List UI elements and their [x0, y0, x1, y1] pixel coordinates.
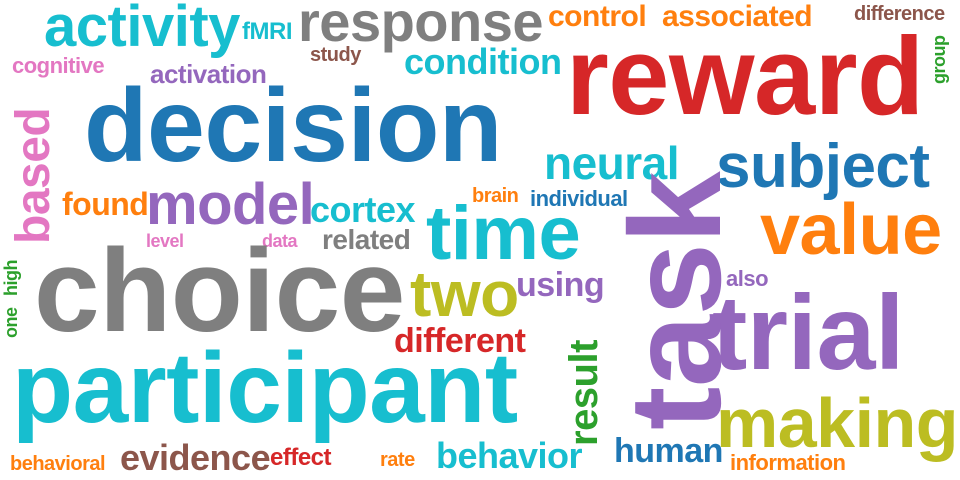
word-decision: decision: [84, 68, 502, 184]
word-effect: effect: [270, 444, 332, 471]
word-activity: activity: [44, 0, 240, 59]
word-high: high: [1, 260, 21, 296]
word-different: different: [394, 322, 526, 360]
word-rate: rate: [380, 449, 415, 471]
word-value: value: [760, 190, 942, 270]
word-group: group: [929, 35, 949, 85]
word-time: time: [426, 191, 581, 276]
word-behavior: behavior: [436, 435, 583, 476]
word-related: related: [322, 224, 411, 255]
word-behavioral: behavioral: [10, 453, 106, 475]
word-condition: condition: [404, 41, 562, 82]
word-model: model: [146, 172, 315, 237]
word-human: human: [614, 432, 723, 470]
word-cognitive: cognitive: [12, 53, 105, 78]
word-trial: trial: [712, 274, 904, 392]
word-subject: subject: [716, 132, 930, 201]
word-brain: brain: [472, 185, 519, 207]
word-difference: difference: [854, 3, 945, 25]
word-cortex: cortex: [310, 189, 416, 230]
word-response: response: [298, 0, 544, 53]
word-information: information: [730, 450, 846, 475]
word-individual: individual: [530, 186, 628, 211]
word-participant: participant: [12, 332, 518, 444]
word-making: making: [716, 384, 959, 462]
word-also: also: [726, 266, 769, 291]
word-two: two: [410, 258, 519, 330]
word-choice: choice: [34, 225, 405, 357]
word-found: found: [62, 186, 149, 222]
word-data: data: [262, 231, 298, 251]
word-study: study: [310, 44, 361, 66]
word-using: using: [516, 266, 605, 304]
word-reward: reward: [566, 15, 924, 138]
word-activation: activation: [150, 59, 267, 89]
word-based: based: [7, 107, 60, 244]
word-evidence: evidence: [120, 437, 271, 478]
word-fmri: fMRI: [242, 18, 292, 45]
word-control: control: [548, 0, 647, 33]
word-associated: associated: [662, 0, 813, 33]
word-level: level: [146, 231, 184, 251]
word-neural: neural: [544, 137, 680, 189]
word-result: result: [562, 340, 606, 446]
